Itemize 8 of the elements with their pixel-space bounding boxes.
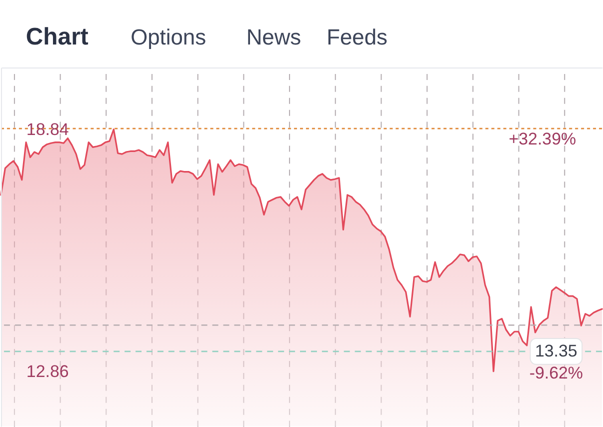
text: Chart bbox=[26, 24, 88, 51]
text: Feeds bbox=[326, 24, 388, 50]
y-tick-label: 18.84 bbox=[26, 120, 69, 139]
text: News bbox=[246, 24, 302, 50]
ref-line-label: 13.35 -9.62% bbox=[529, 341, 583, 382]
annotation: +32.39% bbox=[508, 130, 576, 149]
text: Options bbox=[130, 24, 206, 50]
y-tick-label: 12.86 bbox=[26, 362, 69, 381]
